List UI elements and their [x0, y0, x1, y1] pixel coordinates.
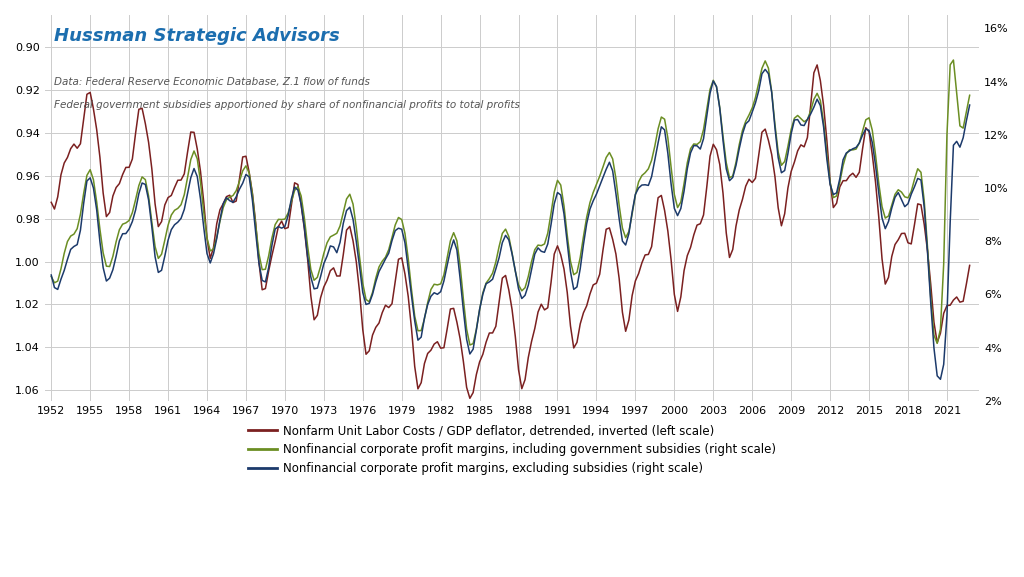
Text: Hussman Strategic Advisors: Hussman Strategic Advisors	[54, 27, 340, 44]
Text: Federal government subsidies apportioned by share of nonfinancial profits to tot: Federal government subsidies apportioned…	[54, 100, 520, 110]
Text: Data: Federal Reserve Economic Database, Z.1 flow of funds: Data: Federal Reserve Economic Database,…	[54, 77, 370, 87]
Legend: Nonfarm Unit Labor Costs / GDP deflator, detrended, inverted (left scale), Nonfi: Nonfarm Unit Labor Costs / GDP deflator,…	[243, 419, 781, 480]
